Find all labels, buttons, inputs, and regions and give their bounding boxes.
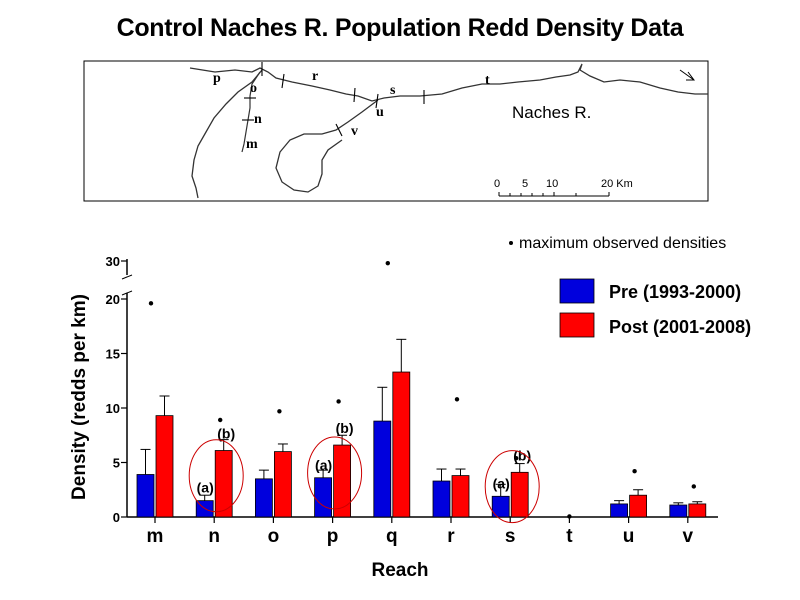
significance-label: (b): [513, 447, 531, 463]
significance-label: (a): [493, 475, 510, 491]
significance-circle: [484, 450, 540, 524]
map-reach-label: u: [376, 105, 384, 120]
max-observed-point: [454, 397, 460, 402]
max-observed-point: [277, 409, 282, 414]
bar-pre: [314, 477, 333, 518]
x-tick-label: n: [208, 526, 220, 547]
axis-break-mark: [121, 274, 133, 280]
western-tributary: [191, 69, 263, 199]
legend-swatch-pre: [559, 278, 595, 304]
y-tick-label: 10: [106, 401, 120, 416]
map-reach-label: p: [213, 71, 221, 86]
significance-label: (b): [217, 426, 235, 442]
significance-label: (b): [336, 420, 354, 436]
bar-pre: [610, 503, 628, 518]
legend: maximum observed densities Pre (1993-200…: [509, 235, 751, 338]
y-tick-label: 0: [113, 510, 120, 525]
map-reach-label: o: [250, 81, 257, 96]
max-observed-point: [567, 514, 572, 519]
naches-main-river: [189, 63, 708, 102]
max-observed-legend-label: maximum observed densities: [519, 235, 726, 252]
bar-post: [392, 371, 411, 518]
y-tick-label: 15: [106, 347, 120, 362]
map-reach-label: m: [246, 137, 258, 152]
map-frame: [83, 60, 709, 202]
scale-bar: 0 5 10 20 Km: [494, 178, 633, 197]
y-tick-label: 20: [106, 292, 120, 307]
bar-pre: [373, 420, 392, 518]
x-tick-label: p: [327, 526, 339, 547]
bar-post: [451, 475, 470, 518]
axis-break-mark: [121, 290, 133, 296]
scale-label: 5: [522, 178, 528, 190]
scale-label: 10: [546, 178, 558, 190]
page-title: Control Naches R. Population Redd Densit…: [116, 14, 684, 42]
significance-circle: [307, 436, 363, 510]
significance-circle: [188, 439, 244, 513]
river-name-label: Naches R.: [512, 103, 591, 122]
bar-post: [510, 471, 529, 518]
north-arrow-icon: [679, 69, 695, 81]
max-observed-point: [385, 260, 390, 266]
reach-boundary-tick: [353, 87, 356, 103]
bar-post: [273, 451, 292, 518]
x-tick-label: m: [147, 526, 164, 547]
scale-label: 0: [494, 178, 500, 190]
bar-post: [333, 444, 352, 518]
y-tick-label: 30: [106, 254, 120, 269]
map-reach-label: s: [390, 83, 396, 98]
x-tick-label: r: [447, 526, 455, 547]
significance-label: (a): [197, 480, 214, 496]
x-tick-label: o: [268, 526, 280, 547]
legend-swatch-post: [559, 312, 595, 338]
legend-label-pre: Pre (1993-2000): [609, 282, 741, 302]
x-axis-title: Reach: [371, 560, 428, 581]
y-tick-label: 5: [113, 456, 120, 471]
max-observed-point: [691, 484, 696, 489]
bar-pre: [254, 478, 273, 518]
map-reach-label: r: [312, 69, 318, 84]
reach-boundary-tick: [375, 93, 379, 109]
x-tick-label: q: [386, 526, 398, 547]
x-tick-label: u: [623, 526, 635, 547]
reach-boundary-tick: [335, 123, 343, 137]
max-observed-point: [632, 469, 637, 474]
bar-pre: [136, 474, 155, 518]
bar-post: [629, 494, 647, 518]
max-observed-legend-marker: [509, 241, 513, 245]
map-reach-label: n: [254, 112, 262, 127]
map-panel: p o n m r s u v t Naches R. 0 5 10 20 Km: [83, 60, 709, 202]
reach-m-n-tributary: [241, 71, 261, 153]
x-tick-label: s: [505, 526, 516, 547]
max-observed-point: [336, 399, 341, 404]
max-observed-point: [148, 301, 154, 306]
max-observed-point: [514, 455, 519, 461]
reach-boundary-tick: [281, 73, 285, 89]
map-reach-label: t: [485, 73, 490, 88]
map-reach-label: v: [351, 124, 358, 139]
x-tick-label: v: [683, 526, 694, 547]
bar-pre: [669, 504, 688, 518]
significance-label: (a): [315, 457, 332, 473]
max-observed-point: [218, 417, 223, 423]
y-axis-title: Density (redds per km): [69, 294, 90, 500]
scale-label: 20 Km: [601, 178, 633, 190]
x-tick-label: t: [566, 526, 573, 547]
bar-pre: [432, 480, 451, 518]
southern-tributary: [275, 99, 379, 193]
legend-label-post: Post (2001-2008): [609, 317, 751, 337]
bar-post: [688, 503, 707, 518]
bar-post: [155, 415, 174, 518]
